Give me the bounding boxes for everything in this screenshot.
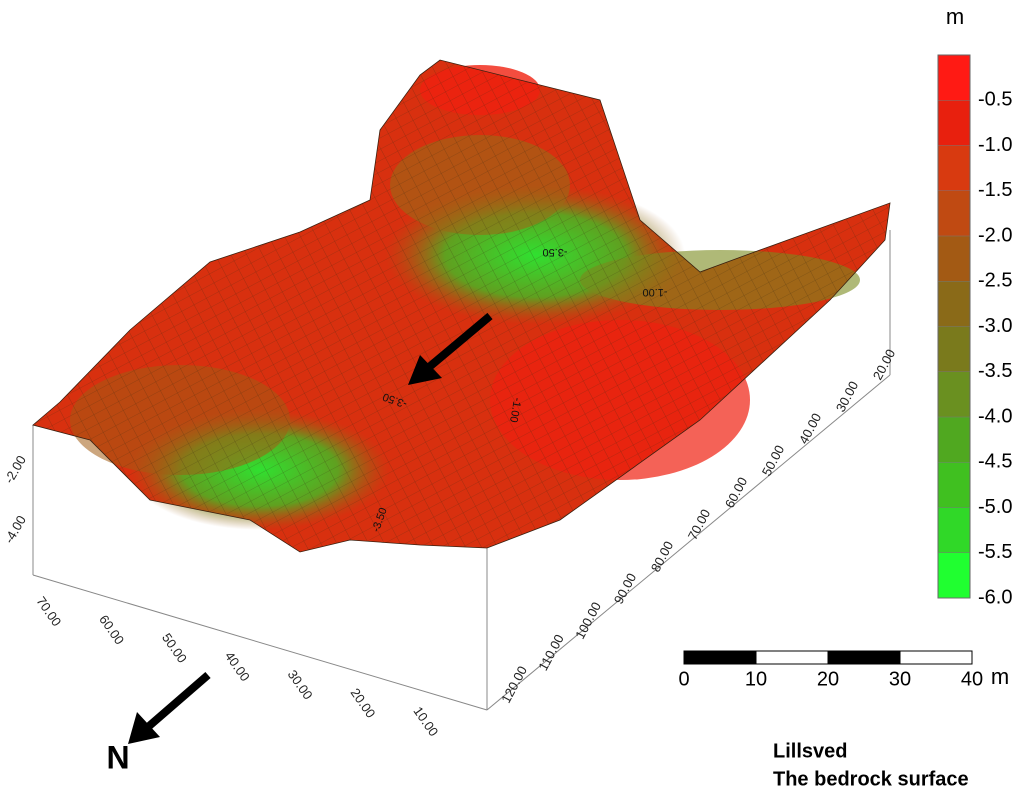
colorbar-label: -4.5: [978, 451, 1012, 473]
y-axis-label: 20.00: [870, 347, 899, 383]
scale-label: 20: [817, 668, 839, 690]
y-axis-label: 50.00: [759, 443, 788, 479]
colorbar-segment: [938, 145, 970, 192]
colorbar-segment: [938, 417, 970, 463]
colorbar-segment: [938, 281, 970, 327]
x-axis-label: 60.00: [96, 612, 127, 647]
colorbar-label: -1.5: [978, 179, 1012, 201]
scale-segment: [899, 650, 973, 665]
y-axis-label: 100.00: [572, 599, 604, 641]
colorbar-segment: [938, 326, 970, 373]
x-axis-label: 20.00: [348, 685, 379, 720]
scale-segment: [683, 650, 757, 665]
colorbar-segment: [938, 55, 970, 101]
colorbar-label: -3.0: [978, 315, 1012, 337]
colorbar-label: -6.0: [978, 586, 1012, 608]
colorbar-segment: [938, 552, 970, 599]
colorbar-label: -0.5: [978, 89, 1012, 111]
scale-segment: [827, 650, 901, 665]
colorbar-segment: [938, 462, 970, 508]
colorbar-label: -1.0: [978, 134, 1012, 156]
colorbar-unit: m: [946, 4, 964, 29]
x-axis-label: 50.00: [159, 630, 190, 665]
box: [32, 230, 891, 711]
scale-label: 0: [678, 668, 689, 690]
colorbar-segment: [938, 507, 970, 554]
contour-label: -1.00: [642, 286, 667, 298]
scale-segment: [755, 650, 829, 665]
scale-unit: m: [991, 664, 1009, 689]
north-label: N: [106, 739, 129, 775]
colorbar-label: -2.0: [978, 224, 1012, 246]
x-axis-label: 30.00: [285, 667, 316, 702]
colorbar-segment: [938, 100, 970, 146]
flow-arrow: [408, 312, 493, 385]
surface: [32, 59, 891, 553]
colorbar-label: -4.0: [978, 405, 1012, 427]
z-axis-label: -2.00: [1, 453, 29, 486]
x-axis-label: 10.00: [410, 704, 441, 739]
caption-subtitle: The bedrock surface: [773, 768, 969, 790]
x-axis-label: 70.00: [33, 594, 64, 629]
contour-label: -1.00: [507, 397, 523, 424]
z-axis-label: -4.00: [1, 513, 29, 546]
scale-label: 10: [745, 668, 767, 690]
colorbar-label: -5.0: [978, 496, 1012, 518]
colorbar-label: -2.5: [978, 270, 1012, 292]
y-axis-label: 110.00: [535, 632, 566, 673]
colorbar-label: -3.5: [978, 360, 1012, 382]
scale-label: 30: [889, 668, 911, 690]
y-axis-label: 40.00: [796, 411, 825, 447]
colorbar-segment: [938, 190, 970, 237]
caption-title: Lillsved: [773, 740, 847, 762]
y-axis-label: 70.00: [685, 507, 714, 543]
y-axis-label: 60.00: [722, 475, 751, 511]
colorbar-segment: [938, 236, 970, 282]
colorbar-label: -5.5: [978, 541, 1012, 563]
y-axis-label: 30.00: [833, 379, 862, 415]
contour-label: -3.50: [542, 246, 567, 258]
x-axis-label: 40.00: [222, 649, 253, 684]
scale-label: 40: [961, 668, 983, 690]
y-axis-label: 120.00: [498, 663, 530, 705]
colorbar-segment: [938, 371, 970, 418]
y-axis-label: 90.00: [611, 571, 640, 607]
north-arrow: [128, 671, 211, 744]
